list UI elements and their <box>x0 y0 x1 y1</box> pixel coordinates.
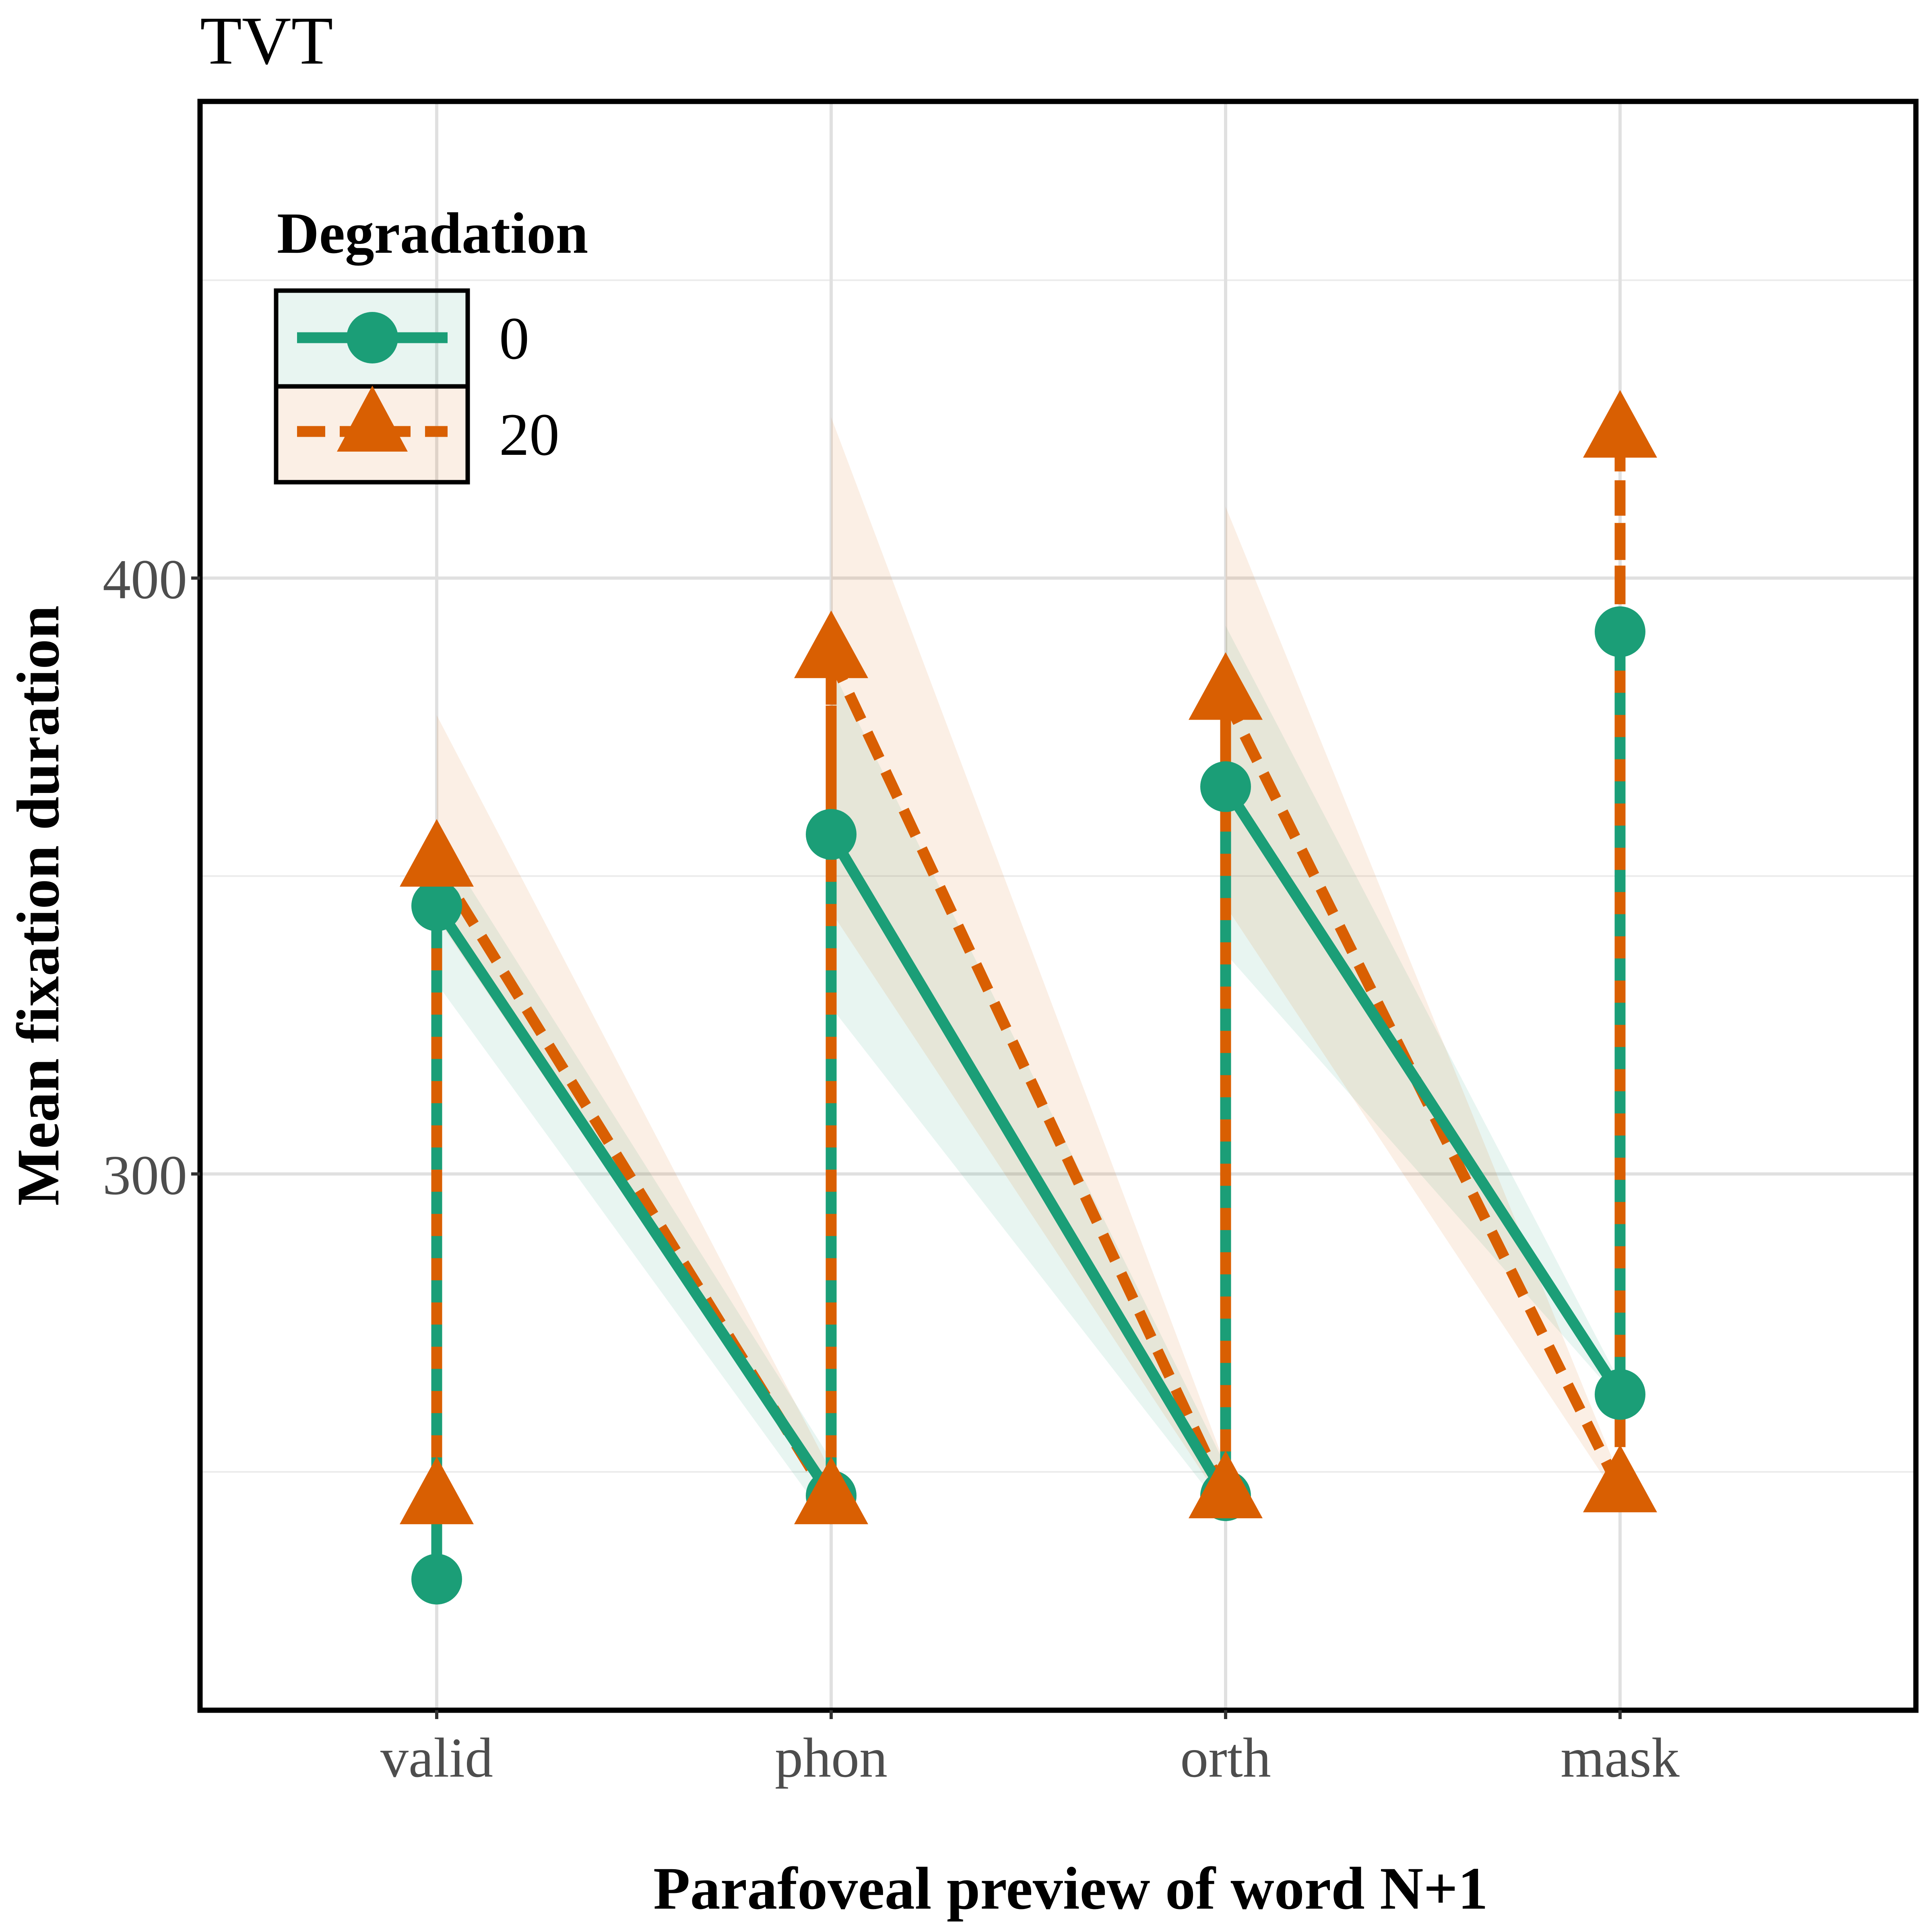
y-tick-label-1: 400 <box>103 548 187 611</box>
x-axis-title: Parafoveal preview of word N+1 <box>653 1855 1488 1922</box>
x-tick-label-0: valid <box>380 1727 493 1789</box>
diagonal-line-s1-1 <box>826 653 1231 1498</box>
point-s1-3-high <box>1583 390 1657 458</box>
point-s0-2-high <box>1200 761 1251 812</box>
series-lines <box>431 435 1626 1579</box>
legend-circle-icon <box>347 312 398 363</box>
legend-label-0: 0 <box>499 305 529 372</box>
series-markers <box>400 390 1657 1605</box>
confidence-bands <box>437 417 1620 1526</box>
diagonal-line-s0-0 <box>432 902 836 1499</box>
y-tick-label-0: 300 <box>103 1144 187 1207</box>
point-s0-3-low <box>1595 1369 1645 1420</box>
point-s1-1-high <box>794 610 868 678</box>
y-axis-title: Mean fixation duration <box>5 605 72 1206</box>
chart-title: TVT <box>200 3 333 78</box>
legend-title: Degradation <box>277 201 588 266</box>
point-s0-3-high <box>1595 606 1645 657</box>
x-axis: valid phon orth mask <box>380 1710 1680 1789</box>
legend: Degradation 0 20 <box>274 201 588 485</box>
x-tick-label-2: orth <box>1180 1727 1271 1789</box>
legend-item-1: 20 <box>274 384 559 485</box>
point-s1-0-low <box>400 1456 474 1524</box>
point-s1-2-low <box>1189 1451 1263 1519</box>
point-s1-1-low <box>794 1456 868 1524</box>
y-axis: 300 400 <box>103 548 200 1207</box>
point-s1-2-high <box>1189 652 1263 720</box>
legend-item-0: 0 <box>274 288 529 389</box>
diagonal-line-s0-2 <box>1221 784 1625 1397</box>
x-tick-label-1: phon <box>775 1727 888 1789</box>
point-s1-3-low <box>1583 1445 1657 1513</box>
ci-band-s1-1 <box>831 417 1226 1508</box>
point-s1-0-high <box>400 819 474 887</box>
x-tick-label-3: mask <box>1560 1727 1680 1789</box>
ci-band-s1-2 <box>1226 506 1620 1502</box>
plot-border <box>197 99 1919 1713</box>
point-s0-0-low <box>411 1554 462 1605</box>
ci-band-s0-1 <box>831 667 1226 1514</box>
legend-triangle-icon <box>337 386 408 452</box>
ci-band-s1-0 <box>437 715 831 1502</box>
ci-band-s0-2 <box>1226 625 1620 1401</box>
diagonal-line-s0-1 <box>826 831 1230 1499</box>
legend-label-1: 20 <box>499 401 559 468</box>
point-s0-1-high <box>806 809 857 860</box>
point-s0-0-high <box>411 880 462 931</box>
